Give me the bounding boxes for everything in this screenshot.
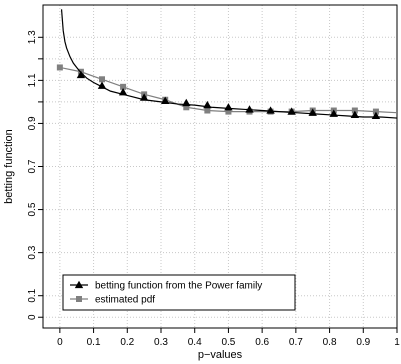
data-point-triangle bbox=[118, 88, 128, 96]
data-point-triangle bbox=[224, 103, 233, 111]
data-point-triangle bbox=[308, 108, 317, 116]
x-tick-label: 0.2 bbox=[120, 337, 134, 348]
legend-label: betting function from the Power family bbox=[95, 281, 262, 292]
y-tick-label: 0.7 bbox=[27, 159, 38, 173]
data-point-triangle bbox=[245, 105, 254, 113]
y-tick-label: 1.1 bbox=[27, 73, 38, 87]
y-tick-label: 1.3 bbox=[27, 30, 38, 44]
legend: betting function from the Power family es… bbox=[62, 274, 296, 311]
data-point-square bbox=[204, 107, 211, 114]
series-line bbox=[60, 9, 398, 119]
y-tick-label: 0.3 bbox=[27, 245, 38, 259]
data-point-triangle bbox=[76, 70, 86, 79]
data-point-triangle bbox=[329, 109, 338, 117]
data-point-triangle bbox=[203, 100, 212, 109]
data-point-triangle bbox=[371, 111, 381, 120]
data-point-triangle bbox=[97, 81, 107, 89]
data-point-square bbox=[120, 83, 127, 90]
series-power-betting-function bbox=[60, 9, 398, 120]
y-tick-label: 0.9 bbox=[27, 116, 38, 130]
x-tick-label: 0 bbox=[57, 337, 63, 348]
legend-item: betting function from the Power family bbox=[70, 281, 262, 292]
data-point-square bbox=[225, 108, 232, 115]
x-tick-label: 0.5 bbox=[221, 337, 235, 348]
series bbox=[56, 9, 398, 120]
legend-marker-triangle bbox=[74, 280, 84, 289]
y-tick-label: 0.1 bbox=[27, 288, 38, 302]
x-tick-label: 0.9 bbox=[356, 337, 370, 348]
x-axis-label: p−values bbox=[198, 349, 243, 361]
x-tick-label: 0.4 bbox=[188, 337, 202, 348]
data-point-triangle bbox=[266, 106, 275, 114]
x-tick-label: 0.3 bbox=[154, 337, 168, 348]
data-point-square bbox=[351, 107, 358, 114]
legend-item: estimated pdf bbox=[70, 295, 155, 306]
data-point-square bbox=[56, 64, 63, 71]
y-tick-label: 0 bbox=[27, 314, 38, 320]
data-point-triangle bbox=[161, 96, 170, 104]
x-tick-label: 0.7 bbox=[289, 337, 303, 348]
x-tick-label: 0.6 bbox=[255, 337, 269, 348]
x-tick-label: 1 bbox=[394, 337, 400, 348]
data-point-triangle bbox=[182, 98, 191, 107]
legend-marker-square bbox=[76, 296, 82, 302]
data-point-triangle bbox=[287, 107, 296, 115]
grid bbox=[43, 5, 398, 328]
x-tick-label: 0.8 bbox=[323, 337, 337, 348]
x-tick-label: 0.1 bbox=[87, 337, 101, 348]
legend-box bbox=[62, 274, 296, 311]
y-tick-label: 0.5 bbox=[27, 202, 38, 216]
y-axis-label: betting function bbox=[3, 129, 15, 204]
data-point-square bbox=[183, 104, 190, 111]
data-point-triangle bbox=[350, 110, 360, 118]
axes: 0 0.1 0.2 0.3 0.4 0.5 0.6 0.7 0.8 0.9 1 0 0.1 0.3 0.5 0… bbox=[27, 30, 400, 348]
data-point-triangle bbox=[139, 93, 149, 101]
legend-label: estimated pdf bbox=[95, 295, 155, 306]
data-point-square bbox=[372, 108, 379, 115]
data-point-square bbox=[99, 76, 105, 83]
